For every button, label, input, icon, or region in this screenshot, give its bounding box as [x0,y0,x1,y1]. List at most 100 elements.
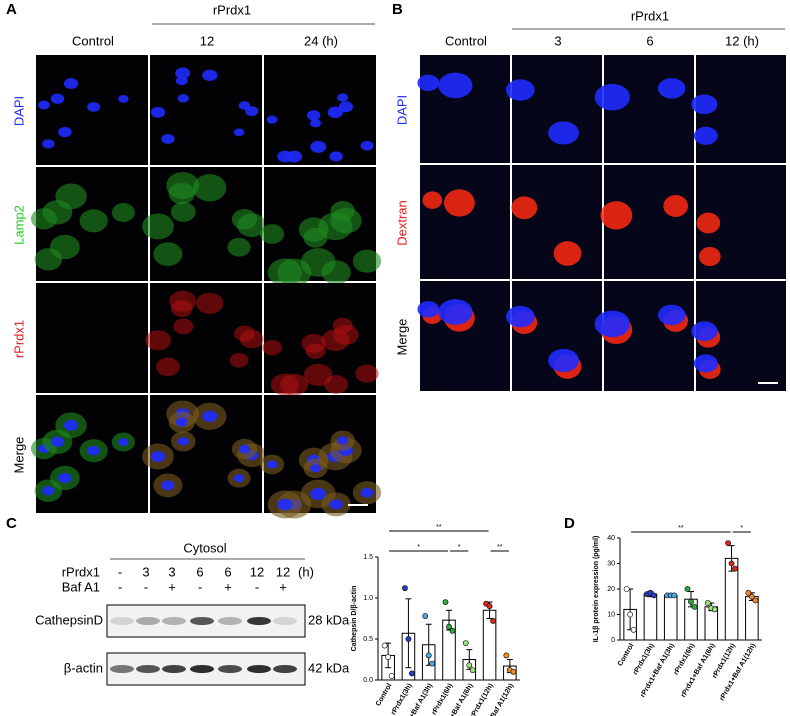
micrograph [512,281,602,391]
y-axis-label: Cathepsin D/β-actin [351,586,358,652]
nucleus [327,106,344,119]
micrograph [512,55,602,163]
band [273,617,297,625]
nucleus [310,488,327,500]
x-tick-label: rPrdx1(3h) [632,642,656,676]
nucleus [506,305,535,328]
data-point [630,626,637,633]
nucleus [277,150,293,163]
data-point [725,540,731,546]
nucleus [266,115,278,124]
micrograph [36,283,148,393]
band [218,617,242,625]
nucleus [266,460,278,469]
nucleus [506,79,535,101]
data-point [462,640,469,646]
row-label: Baf A1 [62,579,100,594]
band [136,617,160,625]
bar [643,593,658,641]
lane-label: + [224,579,232,594]
nucleus [329,151,343,162]
nucleus [63,78,79,89]
band [162,617,186,625]
cell [170,201,196,222]
micrograph [420,165,510,279]
nucleus [338,101,354,113]
data-point [732,565,738,572]
x-tick-label: rPrdx1(3h) [390,682,414,716]
lane-label: 12 [276,564,290,579]
nucleus [50,93,65,104]
cell [193,174,227,202]
cell [321,260,351,285]
signal [234,325,255,342]
nucleus [548,121,579,145]
nucleus [175,76,188,86]
significance-label: * [458,544,461,551]
data-point [388,673,395,679]
signal [173,318,194,335]
y-tick-label: 1.0 [363,595,373,602]
nucleus [691,321,718,342]
significance-label: * [740,525,743,532]
nucleus [161,480,175,491]
signal [696,212,721,234]
signal [422,191,443,209]
data-point [409,670,415,677]
nucleus [360,140,374,151]
row-label: Dextran [394,200,409,246]
x-tick-label: rPrdx1(6h) [431,682,455,716]
nucleus [657,304,686,326]
nucleus [360,487,374,498]
signal [600,201,633,230]
data-point [405,636,412,642]
band [247,665,271,673]
lane-label: 12 [250,564,264,579]
cell [330,201,355,222]
cell [231,208,258,230]
signal [145,330,172,351]
data-point [671,592,678,599]
cell [153,242,183,267]
data-point [688,598,694,605]
x-tick-label: Control [375,682,394,707]
nucleus [233,128,245,137]
band [190,617,214,625]
lane-label: + [168,579,176,594]
band [110,665,134,673]
lane-label: - [118,579,122,594]
data-point [510,668,517,675]
data-point [490,618,496,624]
y-tick-label: 30 [607,560,615,567]
data-point [627,611,634,618]
y-tick-label: 40 [607,535,615,542]
signal [262,339,282,356]
column-label: 6 [646,33,653,48]
y-tick-label: 0.5 [363,636,373,643]
lane-label: 3 [168,564,175,579]
y-tick-label: 1.5 [363,554,373,561]
y-tick-label: 20 [607,586,615,593]
nucleus [306,110,321,121]
nucleus [118,438,129,446]
cell [168,182,195,205]
nucleus [58,472,72,484]
signal [196,292,224,314]
nucleus [438,299,473,325]
nucleus [87,445,101,456]
data-point [728,560,735,567]
signal [663,195,689,217]
nucleus [310,119,322,128]
nucleus [691,94,718,115]
data-point [711,606,718,613]
nucleus [87,102,101,112]
bar [663,594,678,641]
band [110,617,134,625]
micrograph [420,55,510,163]
data-point [691,603,698,610]
nucleus [594,83,631,111]
column-label: 12 (h) [725,33,759,48]
signal [511,196,538,220]
lane-label: - [144,579,148,594]
lane-label: + [279,579,287,594]
